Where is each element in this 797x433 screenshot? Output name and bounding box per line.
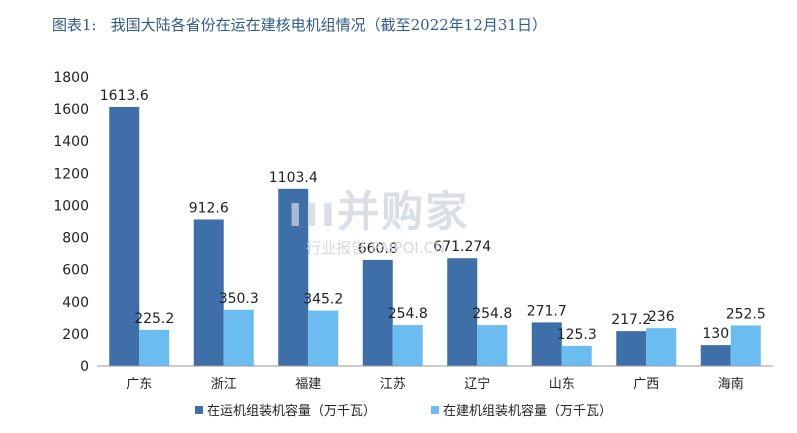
y-tick-label: 1800 [53,70,89,86]
category-label: 广西 [633,377,659,392]
y-tick-label: 400 [62,295,89,311]
y-tick-label: 1200 [53,166,89,182]
bar-operating [278,188,309,366]
bar-operating [700,345,731,366]
y-tick-label: 0 [80,359,89,375]
bar-operating [193,219,224,366]
y-tick-label: 800 [62,231,89,247]
data-label: 660.8 [358,241,398,257]
figure-prefix: 图表1: [52,16,97,34]
category-label: 海南 [718,376,744,392]
data-label: 254.8 [472,306,512,322]
data-label: 1613.6 [100,88,149,104]
data-labels: 1613.6 225.2 912.6 350.3 1103.4 345.2 660.8 254… [100,88,766,343]
legend-swatch-operating [195,406,203,414]
data-label: 225.2 [134,311,174,327]
y-tick-label: 200 [62,327,89,343]
category-label: 江苏 [380,376,406,392]
y-tick-label: 1000 [53,198,89,214]
bar-operating [109,106,140,367]
x-axis-categories: 广东 浙江 福建 江苏 辽宁 山东 广西 海南 [126,376,744,392]
category-label: 福建 [295,377,321,392]
bar-construction [646,328,677,366]
bar-construction [477,325,508,366]
legend-label-construction: 在建机组装机容量（万千瓦） [443,403,612,419]
category-label: 广东 [126,377,152,392]
figure-title: 图表1: 我国大陆各省份在运在建核电机组情况（截至2022年12月31日） [52,14,547,35]
bar-operating [616,331,647,366]
bar-construction [561,345,592,366]
category-label: 山东 [549,377,575,392]
bars [109,106,761,367]
data-label: 125.3 [557,327,597,343]
bar-construction [392,325,423,366]
data-label: 254.8 [388,306,428,322]
y-tick-label: 600 [62,263,89,279]
data-label: 350.3 [219,291,259,307]
bar-construction [223,309,254,366]
data-label: 217.2 [611,312,651,328]
data-label: 236 [648,309,675,325]
data-label: 671.274 [433,239,491,255]
bar-construction [139,329,170,366]
data-label: 345.2 [303,292,343,308]
bar-construction [730,325,761,366]
legend-swatch-construction [431,406,439,414]
y-axis: 0 200 400 600 800 1000 1200 1400 1600 1800 [53,70,89,375]
data-label: 252.5 [726,306,766,322]
data-label: 271.7 [527,303,567,319]
data-label: 1103.4 [269,170,318,186]
bar-construction [308,310,339,366]
data-label: 912.6 [189,200,229,216]
y-tick-label: 1600 [53,102,89,118]
figure-title-text: 我国大陆各省份在运在建核电机组情况（截至2022年12月31日） [110,16,547,34]
category-label: 浙江 [211,377,237,392]
bar-operating [447,258,478,366]
bar-operating [531,322,562,366]
legend-label-operating: 在运机组装机容量（万千瓦） [207,403,376,419]
category-label: 辽宁 [464,376,490,392]
legend: 在运机组装机容量（万千瓦） 在建机组装机容量（万千瓦） [195,403,612,419]
y-tick-label: 1400 [53,134,89,150]
bar-operating [362,259,393,366]
data-label: 130 [702,326,729,342]
